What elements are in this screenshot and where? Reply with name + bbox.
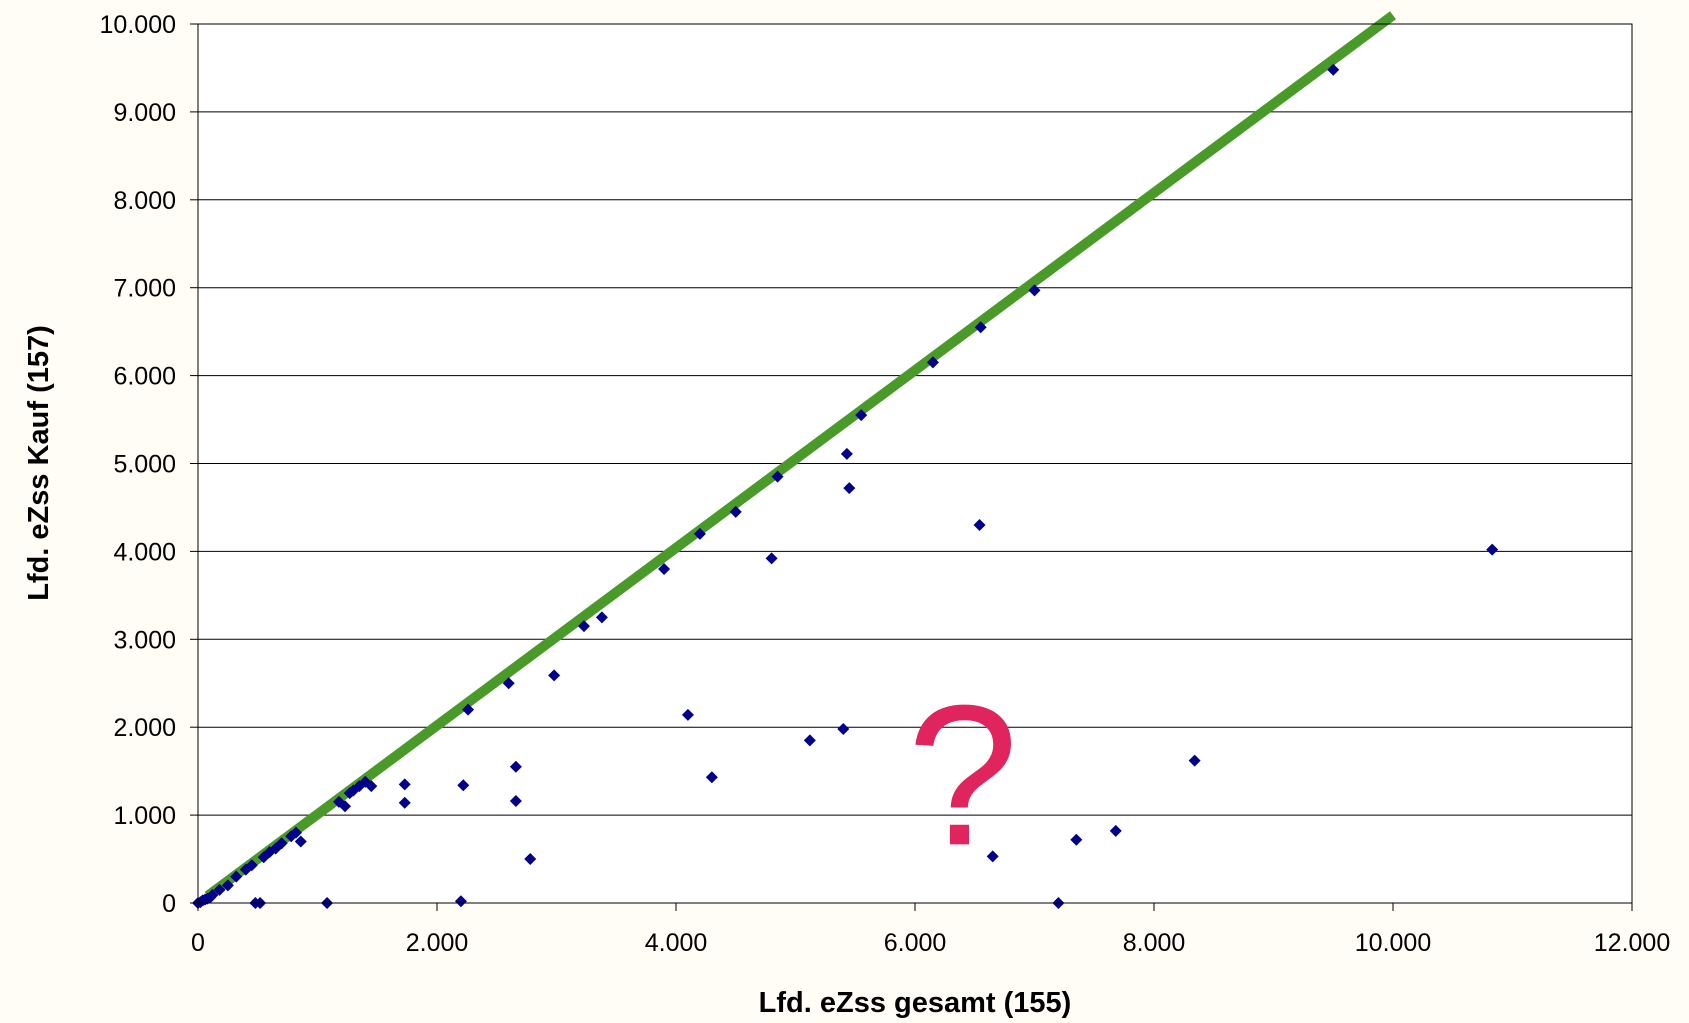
data-point <box>658 562 671 575</box>
y-tick-label: 7.000 <box>113 275 176 303</box>
data-point <box>974 321 987 334</box>
data-point <box>509 795 522 808</box>
data-point <box>454 895 467 908</box>
data-point <box>509 760 522 773</box>
data-point <box>230 870 243 883</box>
data-point <box>398 778 411 791</box>
data-points <box>192 63 1499 909</box>
data-point <box>1109 824 1122 837</box>
data-point <box>803 734 816 747</box>
data-point <box>245 859 258 872</box>
data-point <box>765 552 778 565</box>
y-axis-title: Lfd. eZss Kauf (157) <box>23 325 55 601</box>
data-point <box>294 835 307 848</box>
data-point <box>840 447 853 460</box>
y-tick-label: 5.000 <box>113 451 176 479</box>
x-axis-ticks: 0 2.000 4.000 6.000 8.000 10.000 12.000 <box>191 903 1670 957</box>
y-axis-ticks: 0 1.000 2.000 3.000 4.000 5.000 6.000 7.000 8.00… <box>100 11 198 918</box>
data-point <box>843 482 856 495</box>
data-point <box>855 409 868 422</box>
data-point <box>289 826 302 839</box>
y-tick-label: 9.000 <box>113 99 176 127</box>
question-mark-annotation: ? <box>907 664 1018 887</box>
data-point <box>457 779 470 792</box>
y-tick-label: 10.000 <box>100 11 176 39</box>
data-point <box>693 527 706 540</box>
data-point <box>1028 284 1041 297</box>
x-tick-label: 6.000 <box>884 929 947 957</box>
data-point <box>398 796 411 809</box>
data-point <box>1188 754 1201 767</box>
data-point <box>926 356 939 369</box>
data-point <box>548 669 561 682</box>
data-point <box>973 519 986 532</box>
y-tick-label: 0 <box>162 890 176 918</box>
data-point <box>681 708 694 721</box>
x-tick-label: 0 <box>191 929 205 957</box>
data-point <box>1486 543 1499 556</box>
data-point <box>275 837 288 850</box>
data-point <box>1070 833 1083 846</box>
y-tick-label: 3.000 <box>113 626 176 654</box>
x-tick-label: 10.000 <box>1355 929 1431 957</box>
x-axis-title: Lfd. eZss gesamt (155) <box>759 987 1072 1019</box>
data-point <box>729 505 742 518</box>
data-point <box>1327 63 1340 76</box>
y-tick-label: 2.000 <box>113 714 176 742</box>
data-point <box>206 889 219 902</box>
data-point <box>986 850 999 863</box>
data-point <box>524 853 537 866</box>
data-point <box>338 800 351 813</box>
y-tick-label: 1.000 <box>113 802 176 830</box>
data-point <box>213 883 226 896</box>
data-point <box>462 703 475 716</box>
data-point <box>365 780 378 793</box>
data-point <box>771 470 784 483</box>
y-tick-label: 8.000 <box>113 187 176 215</box>
y-tick-label: 6.000 <box>113 363 176 391</box>
x-tick-label: 8.000 <box>1123 929 1186 957</box>
data-point <box>595 611 608 624</box>
x-tick-label: 2.000 <box>406 929 469 957</box>
x-tick-label: 4.000 <box>645 929 708 957</box>
data-point <box>837 722 850 735</box>
data-point <box>577 620 590 633</box>
x-tick-label: 12.000 <box>1594 929 1670 957</box>
data-point <box>221 879 234 892</box>
reference-line <box>204 11 1396 900</box>
data-point <box>502 677 515 690</box>
y-tick-label: 4.000 <box>113 538 176 566</box>
data-point <box>705 771 718 784</box>
